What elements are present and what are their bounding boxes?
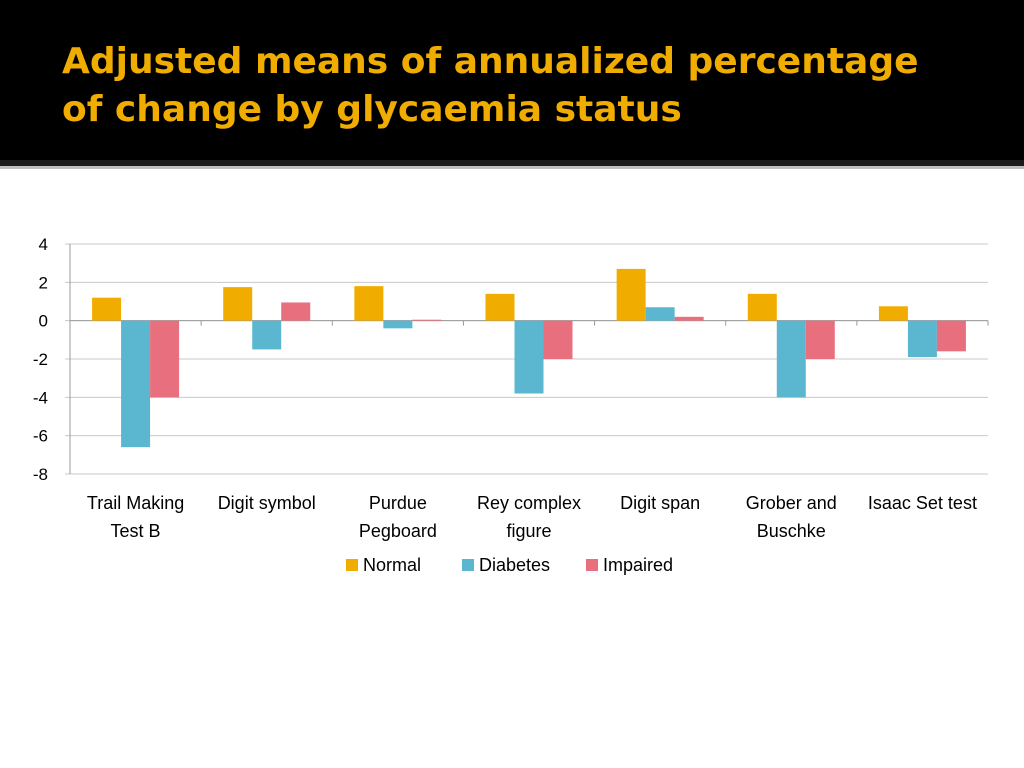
slide-title-line-2: of change by glycaemia status xyxy=(62,89,682,130)
bar-diabetes xyxy=(776,320,806,398)
y-tick-label: -4 xyxy=(33,388,48,407)
bar-impaired xyxy=(150,320,180,398)
legend-swatch-normal xyxy=(346,559,358,571)
bar-impaired xyxy=(805,320,835,359)
category-label: Test B xyxy=(111,521,161,541)
category-label: Digit span xyxy=(620,493,700,513)
category-label: figure xyxy=(506,521,551,541)
bar-normal xyxy=(223,287,253,321)
bar-normal xyxy=(878,306,908,321)
category-label: Trail Making xyxy=(87,493,184,513)
slide-title-line-1: Adjusted means of annualized percentage xyxy=(62,41,919,82)
bar-impaired xyxy=(412,319,442,321)
bar-normal xyxy=(616,268,646,321)
bar-diabetes xyxy=(121,320,151,448)
bar-chart: 4 2 0 -2 -4 -6 -8 Trail Making Test B Digit symbo… xyxy=(33,235,989,575)
category-label: Buschke xyxy=(757,521,826,541)
y-tick-label: 4 xyxy=(39,235,48,254)
category-label: Grober and xyxy=(746,493,837,513)
bar-impaired xyxy=(936,320,966,352)
category-label: Isaac Set test xyxy=(868,493,977,513)
category-label: Pegboard xyxy=(359,521,437,541)
category-label: Purdue xyxy=(369,493,427,513)
legend-label-impaired: Impaired xyxy=(603,555,673,575)
legend-label-diabetes: Diabetes xyxy=(479,555,550,575)
category-label: Rey complex xyxy=(477,493,581,513)
bar-diabetes xyxy=(907,320,937,358)
y-tick-label: 2 xyxy=(39,273,48,292)
bar-impaired xyxy=(281,302,311,321)
bar-diabetes xyxy=(645,307,675,321)
y-tick-label: -2 xyxy=(33,350,48,369)
bar-impaired xyxy=(674,316,704,321)
bar-normal xyxy=(747,293,777,321)
legend-swatch-diabetes xyxy=(462,559,474,571)
bar-diabetes xyxy=(514,320,544,394)
bar-normal xyxy=(485,293,515,321)
bar-normal xyxy=(354,286,384,321)
legend-label-normal: Normal xyxy=(363,555,421,575)
legend-swatch-impaired xyxy=(586,559,598,571)
title-separator xyxy=(0,160,1024,166)
y-tick-label: -6 xyxy=(33,427,48,446)
title-separator-highlight xyxy=(0,166,1024,169)
category-label: Digit symbol xyxy=(218,493,316,513)
y-tick-label: -8 xyxy=(33,465,48,484)
title-band: Adjusted means of annualized percentage … xyxy=(0,0,1024,160)
bar-impaired xyxy=(543,320,573,359)
bar-diabetes xyxy=(252,320,282,350)
y-tick-label: 0 xyxy=(39,312,48,331)
slide-title: Adjusted means of annualized percentage … xyxy=(62,38,1002,134)
bar-normal xyxy=(92,297,122,321)
bar-diabetes xyxy=(383,320,413,329)
